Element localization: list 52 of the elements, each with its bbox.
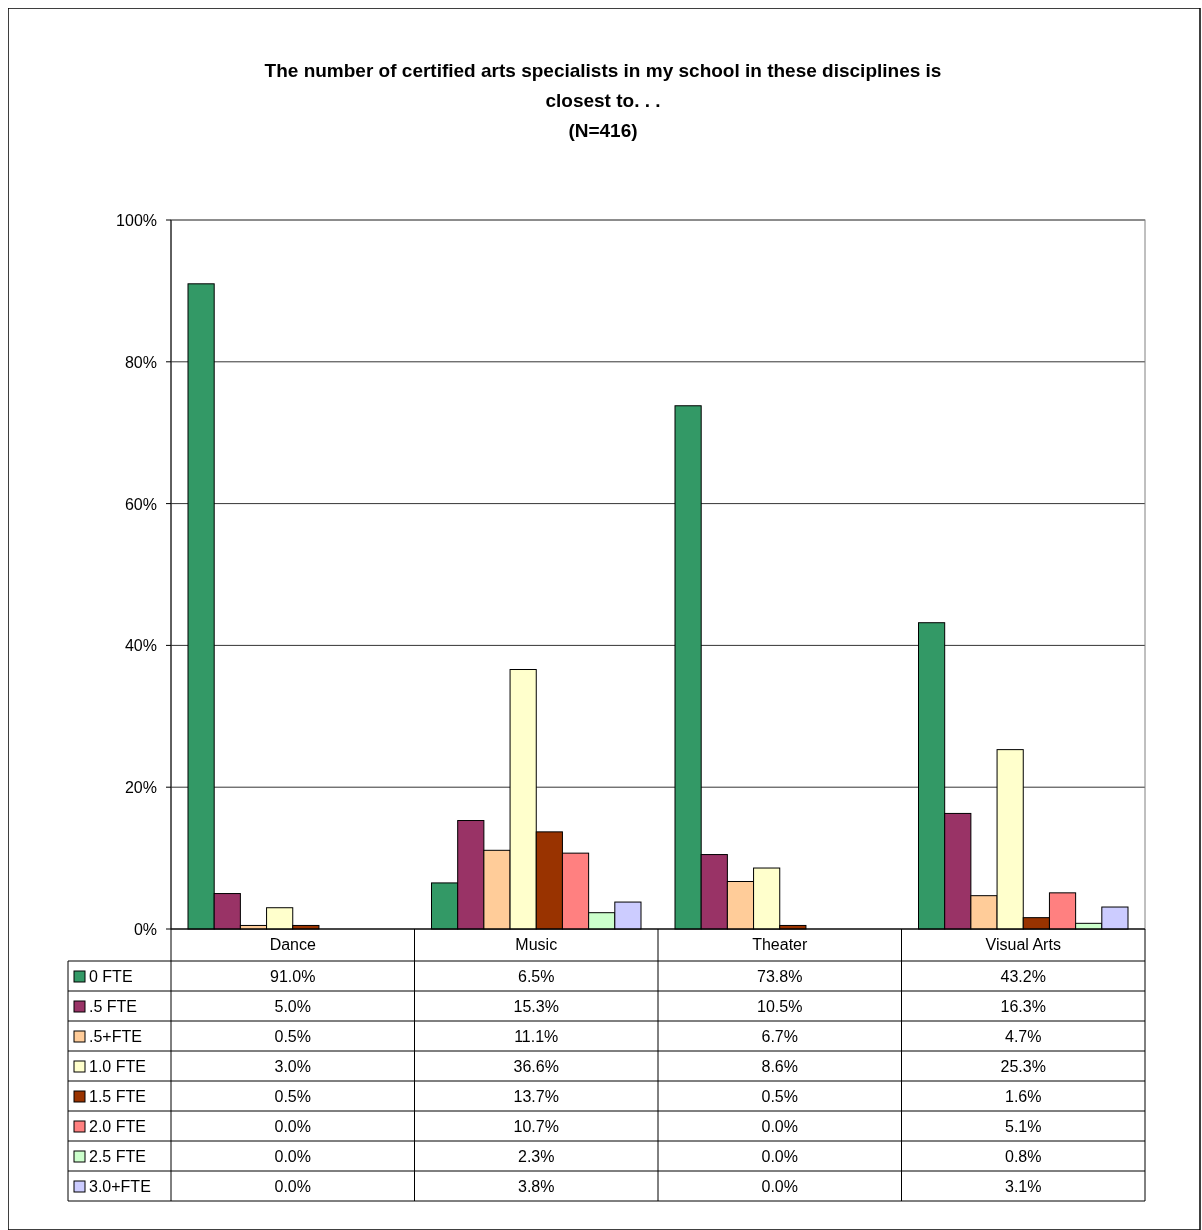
data-label: 6.5%: [518, 968, 555, 985]
data-label: 0.0%: [274, 1148, 311, 1165]
data-label: 36.6%: [513, 1058, 559, 1075]
data-label: 8.6%: [761, 1058, 798, 1075]
data-label: 5.1%: [1005, 1118, 1042, 1135]
data-label: 3.8%: [518, 1178, 555, 1195]
y-tick-label: 60%: [124, 495, 157, 513]
y-tick-label: 20%: [124, 779, 157, 797]
chart-title: The number of certified arts specialists in my school in these disciplines is closest to. . .: [264, 60, 942, 111]
x-tick-label: Music: [515, 936, 558, 953]
data-label: 0.5%: [274, 1088, 311, 1105]
chart-subtitle: (N=416): [568, 120, 638, 141]
y-tick-label: 0%: [133, 921, 157, 938]
data-label: 0.0%: [761, 1148, 798, 1165]
x-tick-label: Dance: [269, 936, 316, 953]
x-tick-label: Theater: [752, 936, 808, 953]
legend-label: 2.0 FTE: [89, 1118, 146, 1135]
data-label: 10.7%: [513, 1118, 559, 1135]
y-tick-label: 40%: [124, 637, 157, 655]
data-label: 3.0%: [274, 1058, 311, 1075]
data-label: 16.3%: [1000, 998, 1046, 1015]
data-label: 73.8%: [757, 968, 803, 985]
data-label: 0.0%: [274, 1178, 311, 1195]
data-label: 2.3%: [518, 1148, 555, 1165]
data-label: 0.5%: [274, 1028, 311, 1045]
data-label: 5.0%: [274, 998, 311, 1015]
y-tick-label: 100%: [116, 212, 157, 229]
y-tick-label: 80%: [124, 353, 157, 371]
data-label: 0.0%: [761, 1178, 798, 1195]
legend-label: .5 FTE: [89, 998, 138, 1015]
data-label: 3.1%: [1005, 1178, 1042, 1195]
data-label: 11.1%: [514, 1028, 559, 1045]
legend-label: 1.5 FTE: [89, 1088, 146, 1105]
legend-label: 1.0 FTE: [89, 1058, 146, 1075]
data-label: 10.5%: [757, 998, 803, 1015]
data-label: 0.0%: [761, 1118, 798, 1135]
data-label: 0.5%: [761, 1088, 798, 1105]
data-label: 6.7%: [761, 1028, 798, 1045]
legend-label: 0 FTE: [89, 968, 133, 985]
data-label: 0.8%: [1005, 1148, 1042, 1165]
data-label: 15.3%: [513, 998, 559, 1015]
data-label: 25.3%: [1000, 1058, 1046, 1075]
data-label: 13.7%: [513, 1088, 559, 1105]
legend-label: 3.0+FTE: [89, 1178, 151, 1195]
data-label: 1.6%: [1005, 1088, 1042, 1105]
legend-label: .5+FTE: [89, 1028, 142, 1045]
legend-label: 2.5 FTE: [89, 1148, 146, 1165]
data-label: 4.7%: [1005, 1028, 1042, 1045]
x-tick-label: Visual Arts: [985, 936, 1061, 953]
data-label: 91.0%: [270, 968, 316, 985]
data-label: 0.0%: [274, 1118, 311, 1135]
data-label: 43.2%: [1000, 968, 1046, 985]
